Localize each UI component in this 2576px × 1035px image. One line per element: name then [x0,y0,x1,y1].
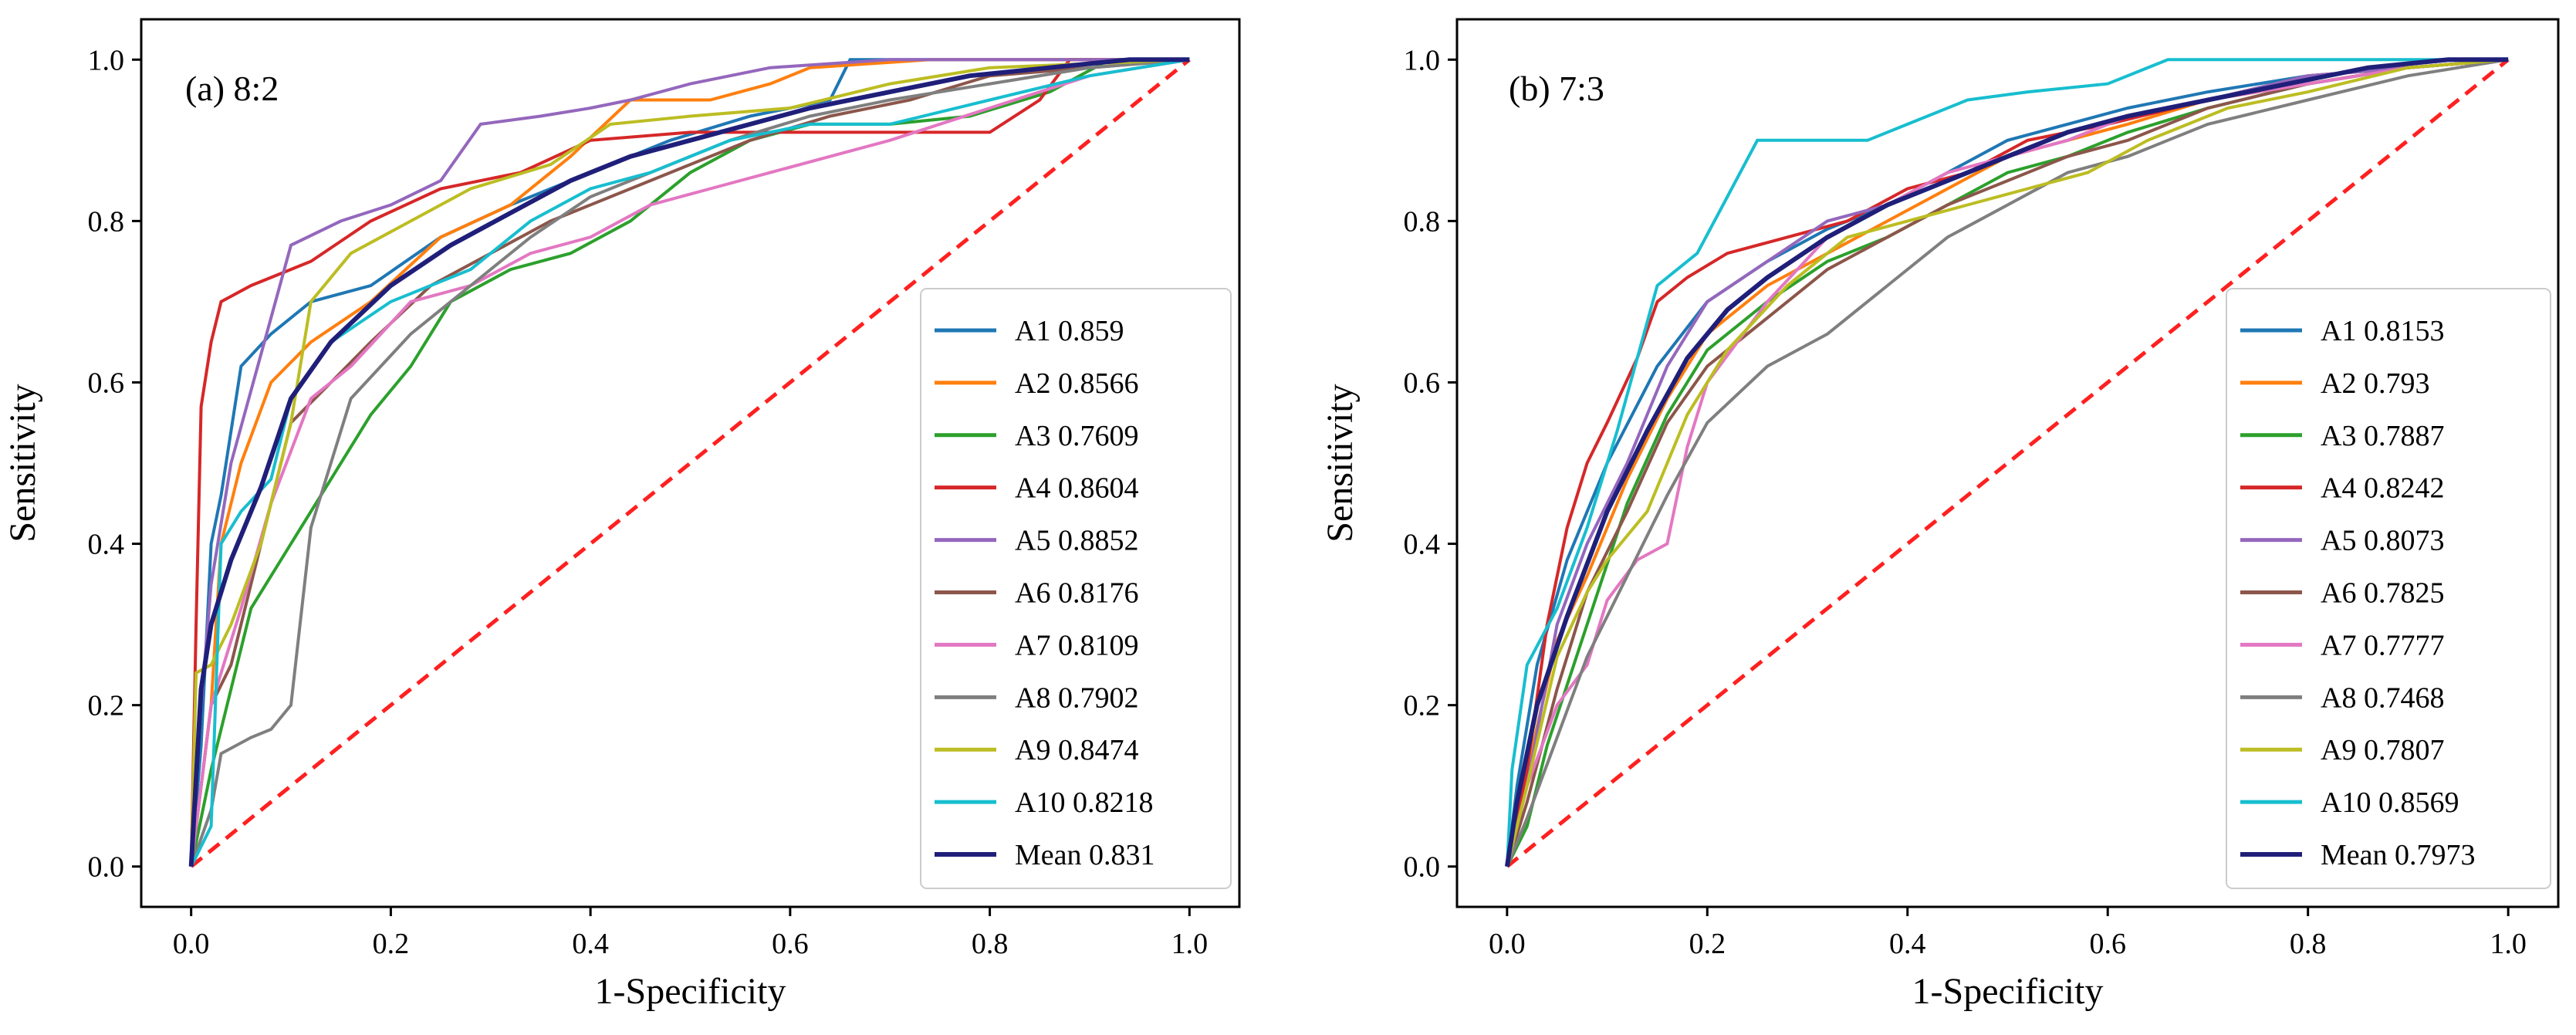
panel-a-legend-label: A3 0.7609 [1015,420,1138,452]
panel-a-series-a8-line [189,58,1190,868]
panel-a-series-a5-line [189,58,1190,867]
panel-b-ylabel: Sensitivity [1320,384,1361,542]
panel-b-xtick-label: 0.8 [2290,928,2327,960]
panel-a-legend-label: Mean 0.831 [1015,839,1155,871]
panel-a-ytick-label: 0.8 [88,205,125,238]
panel-a-ytick-label: 0.6 [88,367,125,399]
panel-b-xtick-label: 0.2 [1689,928,1726,960]
panel-b-legend-label: A10 0.8569 [2321,786,2459,819]
panel-a-legend: A1 0.859 A2 0.8566 A3 0.7609 A4 0.8604 A5 0.… [920,288,1232,889]
panel-b-legend-label: Mean 0.7973 [2321,839,2476,871]
panel-a-ylabel: Sensitivity [2,384,43,542]
panel-a-ytick-label: 1.0 [88,44,125,76]
panel-a-series-a2-line [189,58,1190,867]
panel-b-legend-label: A2 0.793 [2321,367,2429,400]
panel-a-xtick-label: 0.8 [972,928,1009,960]
panel-a-chance-line [190,58,1191,868]
panel-a-legend-label: A1 0.859 [1015,315,1124,347]
panel-a-legend-label: A7 0.8109 [1015,629,1138,661]
panel-a-legend-label: A6 0.8176 [1015,577,1138,610]
panel-b-ytick-label: 1.0 [1404,44,1441,76]
panel-a-ytick-label: 0.4 [88,529,125,561]
panel-b-xtick-label: 1.0 [2490,928,2527,960]
panel-b-axes-frame [1455,18,2560,908]
panel-a-series-mean-line [188,57,1190,867]
panel-a-series-group [188,57,1190,868]
panel-a-xlabel: 1-Specificity [595,971,786,1012]
panel-b-legend-label: A1 0.8153 [2321,315,2444,347]
panel-a-ytick-label: 0.0 [88,851,125,884]
panel-b-series-a8-line [1506,58,2509,868]
panel-a-legend-label: A5 0.8852 [1015,525,1138,557]
panel-a-xtick-label: 1.0 [1171,928,1209,960]
panel-b-legend-label: A5 0.8073 [2321,525,2444,557]
panel-a-legend-label: A8 0.7902 [1015,682,1138,714]
panel-b-ytick-label: 0.2 [1404,690,1441,722]
panel-b-series-mean-line [1504,57,2509,868]
panel-a-legend-label: A4 0.8604 [1015,472,1138,505]
panel-a: 0.0 0.2 0.4 0.6 0.8 1.0 0.0 0.2 0.4 0.6 0.8 1.0 1-Sp… [2,18,1241,1012]
panel-b-xlabel: 1-Specificity [1912,971,2104,1012]
panel-b-legend: A1 0.8153 A2 0.793 A3 0.7887 A4 0.8242 A5 0.… [2226,288,2551,889]
panel-b-legend-box [2226,288,2551,889]
panel-a-axes-frame [140,18,1241,908]
panel-a-ytick-label: 0.2 [88,690,125,722]
panel-b-xtick-label: 0.6 [2089,928,2126,960]
panel-b: 0.0 0.2 0.4 0.6 0.8 1.0 0.0 0.2 0.4 0.6 0.8 1.0 1-Sp… [1320,18,2560,1012]
panel-a-series-a10-line [189,58,1190,868]
panel-b-ytick-label: 0.0 [1404,851,1441,884]
panel-a-xtick-label: 0.6 [772,928,809,960]
panel-b-legend-label: A3 0.7887 [2321,420,2444,452]
panel-a-xtick-label: 0.2 [373,928,410,960]
panel-a-legend-label: A10 0.8218 [1015,786,1153,819]
panel-b-xtick-label: 0.4 [1889,928,1926,960]
panel-b-ytick-label: 0.8 [1404,205,1441,238]
panel-a-series-a9-line [189,58,1190,867]
panel-b-ytick-label: 0.6 [1404,367,1441,399]
panel-a-xtick-label: 0.0 [173,928,210,960]
panel-b-title: (b) 7:3 [1509,69,1604,108]
panel-b-legend-label: A8 0.7468 [2321,682,2444,714]
panel-a-legend-box [920,288,1232,889]
panel-a-xtick-label: 0.4 [572,928,609,960]
panel-b-series-a10-line [1505,58,2509,867]
panel-a-title: (a) 8:2 [185,69,279,108]
panel-b-series-a9-line [1505,58,2509,868]
panel-b-chance-line [1506,58,2510,868]
panel-b-xtick-label: 0.0 [1489,928,1526,960]
panel-a-legend-label: A2 0.8566 [1015,367,1138,400]
panel-b-series-group [1504,57,2509,868]
panel-b-ytick-label: 0.4 [1404,529,1441,561]
panel-b-legend-label: A7 0.7777 [2321,629,2444,661]
panel-a-series-a4-line [189,58,1190,867]
panel-a-legend-label: A9 0.8474 [1015,734,1138,766]
panel-b-legend-label: A6 0.7825 [2321,577,2444,610]
panel-b-series-a6-line [1505,58,2509,868]
panel-b-legend-label: A4 0.8242 [2321,472,2444,505]
panel-b-legend-label: A9 0.7807 [2321,734,2444,766]
